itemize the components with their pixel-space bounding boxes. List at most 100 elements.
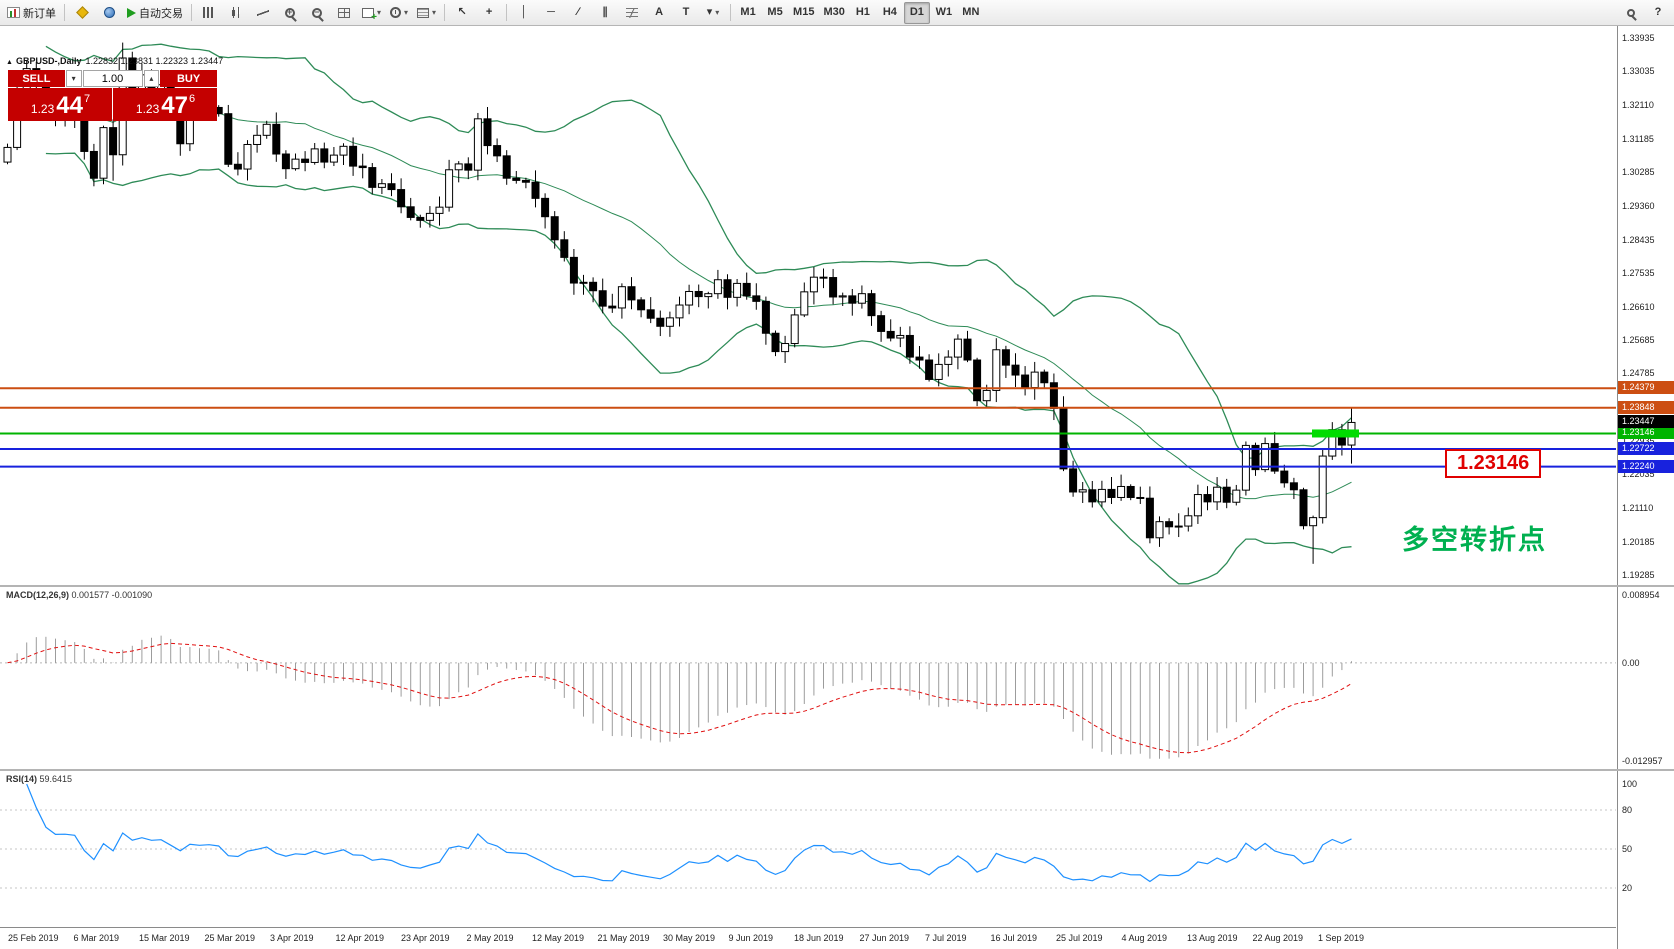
timeframe-w1-button[interactable]: W1	[931, 2, 957, 24]
vertical-line-button[interactable]: │	[511, 2, 537, 24]
date-axis[interactable]: 25 Feb 2019 6 Mar 2019 15 Mar 2019 25 Mar 2…	[0, 927, 1616, 949]
crosshair-button[interactable]: +	[476, 2, 502, 24]
hline-price-flag: 1.22240	[1618, 459, 1674, 473]
fibonacci-button[interactable]	[619, 2, 645, 24]
timeframe-h4-button[interactable]: H4	[877, 2, 903, 24]
text-button[interactable]: A	[646, 2, 672, 24]
date-axis-label: 12 May 2019	[532, 933, 585, 943]
timeframe-m1-button[interactable]: M1	[735, 2, 761, 24]
autotrading-button[interactable]: 自动交易	[123, 2, 187, 24]
line-chart-button[interactable]	[250, 2, 276, 24]
macd-canvas[interactable]	[0, 587, 1616, 769]
new-chart-button[interactable]: ▾	[358, 2, 385, 24]
price-chart-canvas[interactable]	[0, 26, 1616, 585]
timeframe-h1-button[interactable]: H1	[850, 2, 876, 24]
symbol-title: GBPUSD-,Daily	[15, 56, 82, 66]
dropdown-caret-icon: ▾	[404, 8, 409, 17]
buy-button[interactable]: BUY	[160, 70, 217, 87]
dropdown-caret-icon: ▾	[715, 8, 720, 17]
current-price-flag: 1.23447	[1618, 415, 1674, 429]
crosshair-icon: +	[485, 6, 493, 18]
price-chart-pane: ▲ GBPUSD-,Daily 1.22832 1.23831 1.22323 1.…	[0, 26, 1616, 585]
market-button[interactable]	[96, 2, 122, 24]
price-axis[interactable]: 1.33935 1.33035 1.32110 1.31185 1.30285 1.293…	[1617, 26, 1674, 949]
date-axis-label: 25 Jul 2019	[1056, 933, 1103, 943]
timeframe-mn-button[interactable]: MN	[958, 2, 984, 24]
volume-increase-button[interactable]: ▴	[143, 70, 160, 87]
timeframe-m15-button[interactable]: M15	[789, 2, 818, 24]
tile-windows-button[interactable]	[331, 2, 357, 24]
buy-price-prefix: 1.23	[135, 102, 160, 116]
bar-chart-button[interactable]	[196, 2, 222, 24]
sell-price-prefix: 1.23	[30, 102, 55, 116]
date-axis-label: 15 Mar 2019	[139, 933, 190, 943]
price-axis-label: 1.19285	[1622, 570, 1655, 580]
chart-title: ▲ GBPUSD-,Daily 1.22832 1.23831 1.22323 1.…	[6, 56, 223, 66]
price-axis-label: 1.27535	[1622, 267, 1655, 278]
price-axis-label: 1.21110	[1622, 503, 1654, 514]
channel-button[interactable]: ∥	[592, 2, 618, 24]
timeframe-m30-button[interactable]: M30	[819, 2, 848, 24]
timeframe-d1-button[interactable]: D1	[903, 1, 930, 24]
sell-price-sup: 7	[83, 93, 91, 105]
collapse-panel-icon[interactable]: ▲	[6, 59, 13, 66]
zoom-in-button[interactable]	[277, 2, 303, 24]
templates-button[interactable]: ▾	[413, 2, 440, 24]
volume-decrease-button[interactable]: ▾	[65, 70, 82, 87]
vertical-line-icon: │	[520, 6, 528, 18]
timeframe-m5-icon: M5	[767, 6, 783, 18]
fibonacci-icon	[626, 7, 639, 18]
date-axis-label: 3 Apr 2019	[270, 933, 314, 943]
turning-point-annotation[interactable]: 多空转折点	[1402, 525, 1547, 555]
pane-separator[interactable]	[0, 585, 1674, 587]
sell-price-button[interactable]: 1.23 44 7	[8, 88, 112, 121]
help-button[interactable]: ?	[1645, 2, 1671, 24]
zoom-out-button[interactable]	[304, 2, 330, 24]
pane-separator[interactable]	[0, 769, 1674, 771]
line-chart-icon	[257, 7, 269, 18]
price-axis-label: 1.33035	[1622, 65, 1655, 76]
help-icon: ?	[1654, 6, 1662, 18]
search-button[interactable]	[1618, 2, 1644, 24]
toolbar: 新订单自动交易▾▾▾↖+│─∕∥AT▾▾M1M5M15M30H1H4D1W1MN…	[0, 0, 1674, 26]
toolbar-separator	[444, 4, 446, 21]
search-icon	[1627, 8, 1635, 17]
horizontal-line-icon: ─	[547, 6, 555, 18]
rsi-pane: RSI(14) 59.6415	[0, 771, 1616, 927]
price-axis-label: 1.25685	[1622, 335, 1655, 346]
price-axis-label: 1.26610	[1622, 301, 1655, 312]
date-axis-label: 12 Apr 2019	[335, 933, 385, 943]
timeframe-mn-icon: MN	[962, 6, 980, 18]
rsi-label: RSI(14) 59.6415	[6, 774, 73, 784]
timeframe-m1-icon: M1	[740, 6, 756, 18]
price-annotation[interactable]: 1.23146	[1445, 449, 1542, 478]
rsi-canvas[interactable]	[0, 771, 1616, 927]
macd-axis-label: 0.00	[1622, 657, 1640, 668]
text-label-button[interactable]: T	[673, 2, 699, 24]
price-axis-label: 1.20185	[1622, 537, 1655, 547]
trendline-button[interactable]: ∕	[565, 2, 591, 24]
price-axis-label: 1.24785	[1622, 368, 1655, 379]
macd-axis-label: -0.012957	[1622, 756, 1663, 766]
hline-price-flag: 1.23848	[1618, 400, 1674, 414]
new-order-button[interactable]: 新订单	[3, 2, 60, 24]
toolbar-separator	[730, 4, 732, 21]
arrows-button[interactable]: ▾ ▾	[700, 2, 726, 24]
horizontal-line-button[interactable]: ─	[538, 2, 564, 24]
tile-windows-icon	[338, 7, 350, 18]
date-axis-label: 23 Apr 2019	[401, 933, 450, 943]
new-chart-icon	[362, 7, 377, 23]
volume-input[interactable]	[82, 70, 143, 87]
arrows-icon: ▾	[706, 6, 713, 18]
timeframe-m5-button[interactable]: M5	[762, 2, 788, 24]
profiles-button[interactable]: ▾	[386, 2, 412, 24]
profiles-icon	[390, 7, 402, 18]
candle-chart-button[interactable]	[223, 2, 249, 24]
dropdown-caret-icon: ▾	[432, 8, 437, 17]
cursor-button[interactable]: ↖	[449, 2, 475, 24]
metaeditor-button[interactable]	[69, 2, 95, 24]
buy-price-button[interactable]: 1.23 47 6	[113, 88, 217, 121]
date-axis-label: 9 Jun 2019	[728, 933, 774, 943]
sell-button[interactable]: SELL	[8, 70, 65, 87]
